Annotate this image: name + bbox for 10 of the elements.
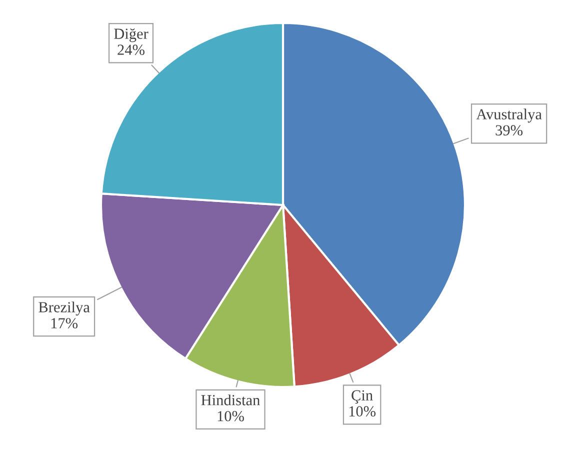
slice-label: Avustralya bbox=[476, 108, 542, 123]
slice-label: Brezilya bbox=[38, 302, 90, 316]
slice-label: Diğer bbox=[114, 28, 148, 42]
data-label: 17% bbox=[51, 318, 78, 328]
slice-label: Çin bbox=[352, 390, 373, 404]
data-label: 10% bbox=[218, 410, 244, 422]
data-label: 10% bbox=[349, 406, 376, 417]
data-label: 39% bbox=[496, 125, 523, 136]
slice-label: Hindistan bbox=[201, 394, 260, 406]
data-label: 24% bbox=[118, 44, 144, 55]
